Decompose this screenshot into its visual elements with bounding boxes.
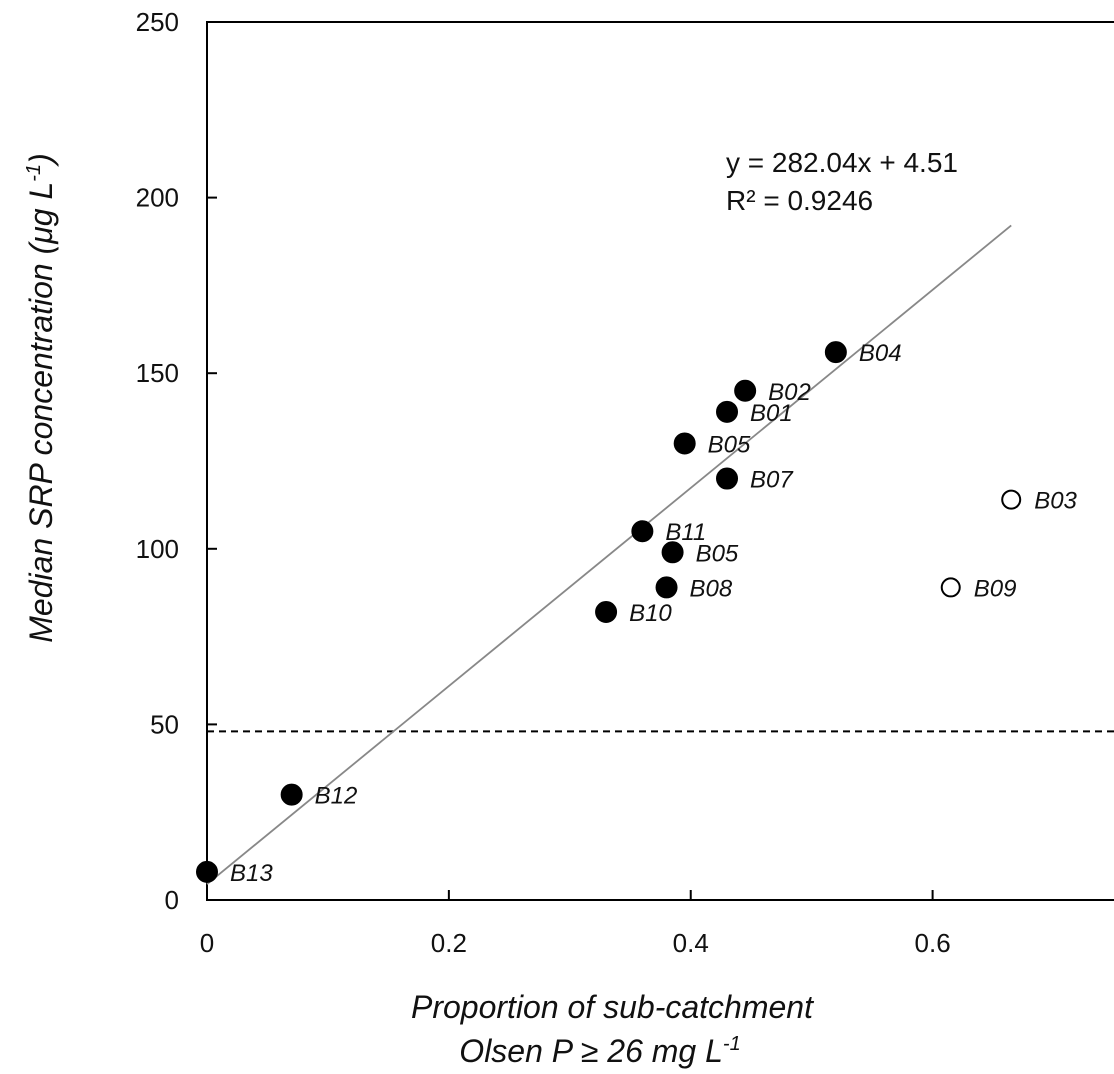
y-tick-label-200: 200 [136, 183, 179, 213]
point-label-b08-0-4: B08 [690, 575, 733, 602]
point-b09-1-0 [940, 577, 961, 598]
y-tick-label-100: 100 [136, 534, 179, 564]
point-b05-0-5 [661, 541, 684, 564]
y-axis-title: Median SRP concentration (μg L-1) [23, 153, 59, 642]
point-b11-0-3 [631, 520, 654, 543]
point-label-b10-0-2: B10 [629, 600, 672, 627]
x-axis: 0 0.2 0.4 0.6 [200, 890, 951, 958]
point-label-b12-0-1: B12 [315, 783, 358, 810]
point-b02-0-9 [734, 379, 757, 402]
trendline-equation: y = 282.04x + 4.51 [726, 147, 958, 178]
plot-frame [206, 21, 1114, 901]
y-axis-title-sup: -1 [23, 164, 45, 182]
point-b08-0-4 [655, 576, 678, 599]
point-label-b09-1-0: B09 [974, 575, 1017, 602]
data-points [196, 341, 1022, 883]
y-axis: 0 50 100 150 200 250 [136, 7, 217, 915]
trendline-r-squared: R² = 0.9246 [726, 185, 873, 216]
point-label-b13-0-0: B13 [230, 860, 273, 887]
x-tick-label-0.2: 0.2 [431, 928, 467, 958]
point-label-b07-0-7: B07 [750, 467, 794, 494]
point-b07-0-7 [716, 467, 739, 490]
point-b13-0-0 [196, 860, 218, 883]
point-b03-1-1 [1001, 489, 1022, 510]
y-axis-title-close: ) [23, 153, 59, 168]
point-label-b11-0-3: B11 [665, 519, 706, 546]
x-tick-label-0.4: 0.4 [673, 928, 709, 958]
point-b01-0-8 [716, 400, 739, 423]
y-tick-label-50: 50 [150, 709, 179, 739]
point-label-b02-0-9: B02 [768, 379, 811, 406]
x-axis-title-line2: Olsen P ≥ 26 mg L-1 [459, 1033, 740, 1069]
point-b05-0-6 [673, 432, 696, 455]
x-tick-label-0.6: 0.6 [915, 928, 951, 958]
point-label-b04-0-10: B04 [859, 340, 902, 367]
y-tick-label-150: 150 [136, 358, 179, 388]
point-label-b01-0-8: B01 [750, 400, 793, 427]
point-label-b05-0-5: B05 [696, 540, 739, 567]
x-axis-title-line1: Proportion of sub-catchment [411, 989, 814, 1025]
point-label-b05-0-6: B05 [708, 431, 751, 458]
x-tick-label-0: 0 [200, 928, 214, 958]
point-b10-0-2 [595, 601, 618, 624]
point-label-b03-1-1: B03 [1034, 488, 1077, 515]
y-tick-label-250: 250 [136, 7, 179, 37]
trendline [206, 224, 1012, 885]
point-b12-0-1 [280, 783, 303, 806]
y-tick-label-0: 0 [165, 885, 179, 915]
x-axis-title-line2-text: Olsen P ≥ 26 mg L [459, 1033, 723, 1069]
point-b04-0-10 [824, 341, 847, 364]
y-axis-title-text: Median SRP concentration (μg L [23, 182, 59, 643]
x-axis-title-line2-sup: -1 [723, 1033, 741, 1055]
